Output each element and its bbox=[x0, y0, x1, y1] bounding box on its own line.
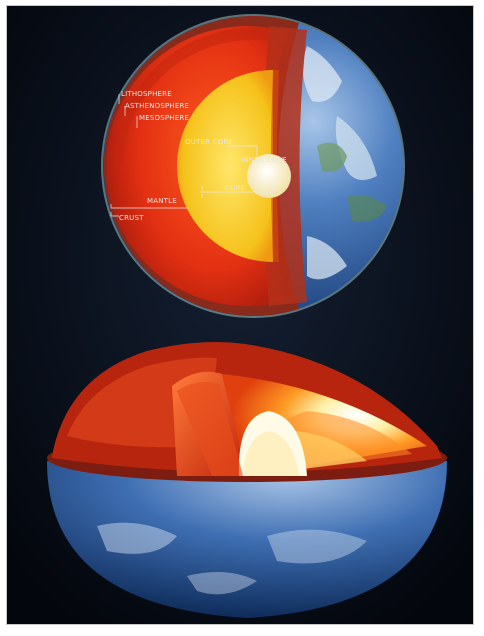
label-lithosphere: LITHOSPHERE bbox=[121, 90, 172, 98]
label-asthenosphere: ASTHENOSPHERE bbox=[125, 102, 189, 110]
earth-clouds bbox=[303, 46, 387, 280]
label-mesosphere: MESOSPHERE bbox=[139, 114, 189, 122]
label-crust: CRUST bbox=[119, 214, 144, 222]
cutaway-globe bbox=[47, 342, 447, 618]
label-outer-core: OUTER CORE bbox=[185, 138, 233, 146]
label-mantle: MANTLE bbox=[147, 197, 177, 205]
inner-core-layer bbox=[247, 154, 291, 198]
illustration-frame: LITHOSPHERE ASTHENOSPHERE MESOSPHERE OUT… bbox=[6, 5, 474, 625]
label-inner-core: INNER CORE bbox=[241, 156, 287, 164]
earth-structure-illustration: LITHOSPHERE ASTHENOSPHERE MESOSPHERE OUT… bbox=[7, 6, 473, 624]
outer-core-layer bbox=[177, 70, 273, 262]
label-leaders bbox=[110, 94, 273, 217]
cross-section-globe bbox=[101, 14, 405, 318]
ocean-hemisphere bbox=[47, 461, 447, 618]
label-core: CORE bbox=[225, 184, 245, 192]
